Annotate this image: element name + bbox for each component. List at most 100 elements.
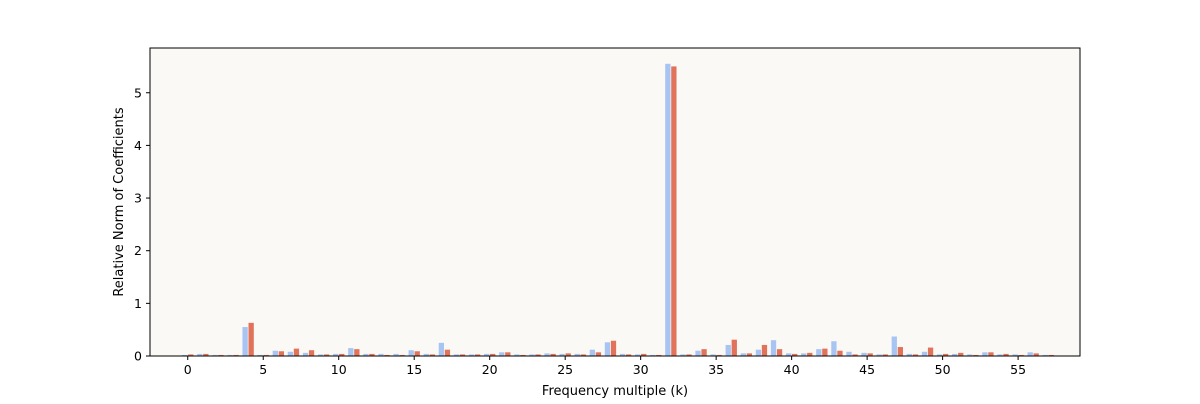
bar-series1-k15 [408,350,414,356]
y-tick-label: 5 [134,85,142,100]
bar-series1-k57 [1042,354,1048,356]
y-tick-label: 2 [134,243,142,258]
bar-series1-k39 [770,340,777,356]
bar-series1-k23 [529,354,535,356]
x-tick-label: 20 [482,362,498,377]
bar-series1-k21 [499,352,505,356]
bar-series2-k36 [731,339,737,356]
bar-series1-k14 [393,353,399,356]
x-tick-label: 30 [633,362,649,377]
bar-series1-k33 [680,354,686,356]
bar-series1-k38 [755,349,762,356]
bar-series2-k10 [339,353,345,356]
bar-series1-k7 [287,351,294,356]
bar-series1-k4 [242,327,248,356]
bar-series1-k2 [212,354,218,356]
bar-series2-k24 [550,353,556,356]
bar-series1-k25 [559,353,565,356]
bar-series2-k57 [1048,354,1054,356]
bar-series1-k27 [589,349,595,356]
bar-series2-k44 [852,354,858,356]
bar-series2-k30 [641,353,647,356]
bar-series1-k32 [665,63,671,357]
bar-series1-k11 [348,348,354,356]
bar-series1-k49 [921,351,928,356]
bar-series1-k10 [333,353,339,356]
bar-series1-k19 [468,354,475,356]
bar-series1-k48 [906,353,913,356]
bar-series1-k37 [740,353,746,356]
bar-series2-k53 [988,352,994,356]
bar-series2-k25 [565,353,571,356]
bar-series1-k12 [363,353,369,356]
bar-series2-k8 [308,350,315,356]
bar-series2-k12 [369,353,375,356]
bar-series1-k42 [816,349,822,356]
bar-series2-k40 [792,353,798,356]
bar-series2-k32 [671,66,677,356]
bars-layer [182,63,1054,357]
bar-series1-k6 [272,350,278,356]
bar-series2-k41 [807,352,813,356]
bar-series2-k34 [701,349,707,356]
bar-series2-k7 [293,348,300,356]
bar-series2-k28 [610,340,617,356]
bar-series2-k54 [1003,353,1009,356]
bar-series1-k45 [861,352,867,356]
bar-series2-k35 [716,354,722,356]
bar-series1-k16 [423,353,429,356]
bar-series1-k51 [952,353,958,356]
bar-series1-k13 [378,353,384,356]
bar-series2-k42 [822,348,828,356]
bar-series1-k20 [484,353,490,356]
x-axis-label: Frequency multiple (k) [542,384,688,399]
bar-series1-k18 [453,354,460,356]
bar-series1-k0 [182,354,188,356]
bar-series1-k43 [831,341,837,356]
bar-series1-k30 [635,354,641,356]
bar-series2-k45 [867,353,873,356]
bar-series2-k48 [912,354,919,356]
bar-series1-k53 [982,352,988,356]
bar-series2-k27 [595,352,602,356]
y-tick-label: 1 [134,296,142,311]
x-tick-label: 35 [708,362,724,377]
bar-series1-k9 [317,354,324,356]
bar-series2-k51 [958,352,964,356]
bar-series2-k50 [942,353,949,356]
x-tick-label: 50 [935,362,951,377]
bar-series1-k40 [785,353,792,356]
bar-series2-k52 [973,354,979,356]
bar-series2-k20 [490,353,496,356]
y-axis-ticks: 0 1 2 3 4 5 [134,85,150,364]
y-tick-label: 3 [134,191,142,206]
bar-series2-k39 [776,349,783,356]
bar-series2-k14 [399,354,405,356]
bar-series1-k54 [997,354,1003,356]
bar-series1-k34 [695,350,701,356]
x-tick-label: 55 [1010,362,1026,377]
bar-series1-k28 [604,342,611,356]
bar-series2-k31 [656,354,662,356]
bar-series2-k3 [233,354,239,356]
y-tick-label: 4 [134,138,142,153]
bar-series2-k55 [1018,354,1024,356]
x-tick-label: 40 [784,362,800,377]
bar-series2-k9 [323,354,330,356]
bar-series2-k56 [1033,353,1039,356]
bar-series2-k43 [837,350,843,356]
bar-series2-k22 [520,354,526,356]
bar-series2-k38 [761,344,768,356]
bar-series2-k5 [263,354,269,356]
bar-series2-k18 [459,354,466,356]
bar-series2-k17 [444,349,451,356]
x-tick-label: 10 [331,362,347,377]
bar-series1-k17 [438,342,445,356]
y-tick-label: 0 [134,349,142,364]
bar-series2-k16 [429,354,435,356]
bar-series1-k1 [197,353,203,356]
x-tick-label: 25 [557,362,573,377]
bar-series2-k49 [927,347,934,356]
